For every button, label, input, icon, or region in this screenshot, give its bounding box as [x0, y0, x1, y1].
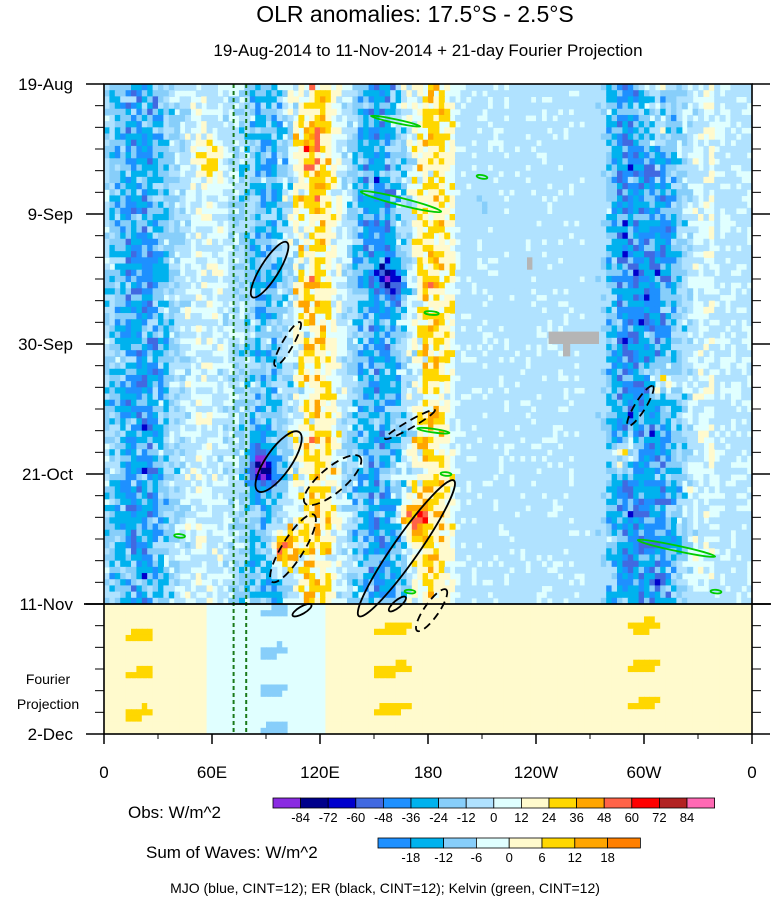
obs-colorbar-level-5: -24	[429, 810, 448, 825]
y-tick-label-5: 2-Dec	[28, 725, 74, 744]
er-contour-dashed-1	[302, 454, 363, 507]
waves-colorbar-level-3: 0	[506, 850, 513, 865]
obs-colorbar-swatch-15	[686, 797, 716, 809]
er-contour-solid-1	[254, 430, 303, 493]
x-tick-label-3: 180	[414, 763, 442, 782]
kelvin-contour-9	[403, 588, 417, 595]
waves-colorbar-swatch-0	[377, 837, 412, 849]
er-contour-solid-4	[387, 595, 407, 613]
obs-colorbar-swatch-7	[465, 797, 495, 809]
obs-colorbar-swatch-5	[410, 797, 440, 809]
waves-colorbar-level-2: -6	[471, 850, 483, 865]
obs-colorbar-swatch-9	[521, 797, 550, 809]
waves-colorbar-level-1: -12	[434, 850, 453, 865]
missing-data-patch-2	[563, 344, 571, 357]
x-tick-label-6: 0	[747, 763, 756, 782]
obs-colorbar-level-8: 12	[514, 810, 528, 825]
missing-data-patch-0	[527, 257, 533, 270]
kelvin-contour-4	[173, 533, 186, 539]
kelvin-contour-6	[423, 310, 440, 316]
y-tick-label-1: 9-Sep	[28, 205, 73, 224]
kelvin-contour-1	[359, 190, 443, 214]
waves-colorbar: -18 -12 -6 0 6 12 18	[377, 837, 641, 865]
waves-colorbar-level-0: -18	[401, 850, 420, 865]
er-contour-dashed-0	[273, 321, 302, 367]
x-tick-label-4: 120W	[514, 763, 558, 782]
x-axis: 0 60E 120E 180 120W 60W 0	[99, 734, 757, 782]
er-contour-solid-0	[249, 240, 290, 299]
obs-colorbar-level-7: 0	[490, 810, 497, 825]
y-tick-label-0: 19-Aug	[18, 75, 73, 94]
chart-subtitle: 19-Aug-2014 to 11-Nov-2014 + 21-day Four…	[213, 41, 642, 60]
obs-colorbar-swatch-2	[327, 797, 357, 809]
waves-colorbar-label: Sum of Waves: W/m^2	[146, 843, 318, 862]
obs-colorbar-level-13: 72	[652, 810, 666, 825]
obs-colorbar-label: Obs: W/m^2	[128, 803, 221, 822]
obs-colorbar-swatch-0	[272, 797, 302, 809]
obs-colorbar-swatch-14	[659, 797, 688, 809]
x-tick-label-0: 0	[99, 763, 108, 782]
er-contour-dashed-5	[626, 384, 655, 427]
obs-colorbar-level-1: -72	[319, 810, 338, 825]
obs-colorbar-level-6: -12	[457, 810, 476, 825]
er-contour-solid-2	[356, 479, 456, 618]
obs-colorbar-swatch-3	[355, 797, 384, 809]
obs-colorbar-swatch-4	[382, 797, 412, 809]
plot-area	[84, 83, 771, 735]
kelvin-contour-7	[439, 471, 453, 477]
waves-colorbar-swatch-5	[541, 837, 576, 849]
missing-data	[527, 257, 599, 357]
obs-colorbar-level-0: -84	[291, 810, 310, 825]
obs-colorbar-level-4: -36	[402, 810, 421, 825]
obs-colorbar-level-3: -48	[374, 810, 393, 825]
waves-colorbar-level-4: 6	[538, 850, 545, 865]
obs-field	[104, 84, 753, 605]
er-contour-dashed-2	[269, 513, 317, 584]
waves-colorbar-swatch-2	[443, 837, 477, 849]
obs-colorbar-swatch-11	[576, 797, 605, 809]
waves-colorbar-swatch-4	[508, 837, 543, 849]
obs-colorbar-swatch-8	[493, 797, 522, 809]
y-tick-label-2: 30-Sep	[18, 335, 73, 354]
obs-colorbar: -84 -72 -60 -48 -36 -24 -12 0 12 24 36 48 60 72 84	[272, 797, 716, 825]
waves-colorbar-level-5: 12	[568, 850, 582, 865]
obs-colorbar-level-12: 60	[625, 810, 639, 825]
missing-data-patch-1	[548, 331, 599, 344]
wave-contours	[173, 114, 723, 633]
y-tick-label-3: 21-Oct	[22, 465, 73, 484]
x-tick-label-2: 120E	[300, 763, 340, 782]
x-tick-label-5: 60W	[627, 763, 662, 782]
kelvin-contour-0	[370, 114, 422, 128]
kelvin-contour-5	[475, 173, 489, 180]
er-contour-dashed-3	[384, 408, 436, 441]
obs-colorbar-swatch-13	[631, 797, 660, 809]
obs-colorbar-level-14: 84	[680, 810, 694, 825]
obs-colorbar-swatch-6	[438, 797, 467, 809]
footer-legend: MJO (blue, CINT=12); ER (black, CINT=12)…	[170, 880, 600, 896]
obs-colorbar-swatch-1	[300, 797, 329, 809]
waves-colorbar-swatch-3	[475, 837, 510, 849]
kelvin-contour-8	[709, 588, 723, 595]
obs-colorbar-swatch-12	[603, 797, 633, 809]
obs-colorbar-level-2: -60	[346, 810, 365, 825]
kelvin-contour-3	[636, 538, 717, 558]
y-tick-label-4: 11-Nov	[19, 595, 73, 614]
er-contour-dashed-4	[415, 588, 449, 633]
waves-colorbar-swatch-7	[607, 837, 641, 849]
projection-label-line2: Projection	[17, 696, 79, 712]
x-tick-label-1: 60E	[197, 763, 227, 782]
waves-colorbar-level-6: 18	[600, 850, 614, 865]
waves-colorbar-swatch-6	[574, 837, 608, 849]
waves-colorbar-swatch-1	[410, 837, 444, 849]
obs-colorbar-level-9: 24	[542, 810, 556, 825]
projection-field	[104, 604, 753, 735]
chart-title: OLR anomalies: 17.5°S - 2.5°S	[256, 1, 574, 27]
obs-colorbar-level-10: 36	[569, 810, 583, 825]
kelvin-contour-2	[416, 426, 451, 435]
obs-colorbar-level-11: 48	[597, 810, 611, 825]
projection-label-line1: Fourier	[26, 671, 71, 687]
obs-colorbar-swatch-10	[548, 797, 578, 809]
y-axis: 19-Aug 9-Sep 30-Sep 21-Oct 11-Nov 2-Dec	[18, 75, 770, 744]
